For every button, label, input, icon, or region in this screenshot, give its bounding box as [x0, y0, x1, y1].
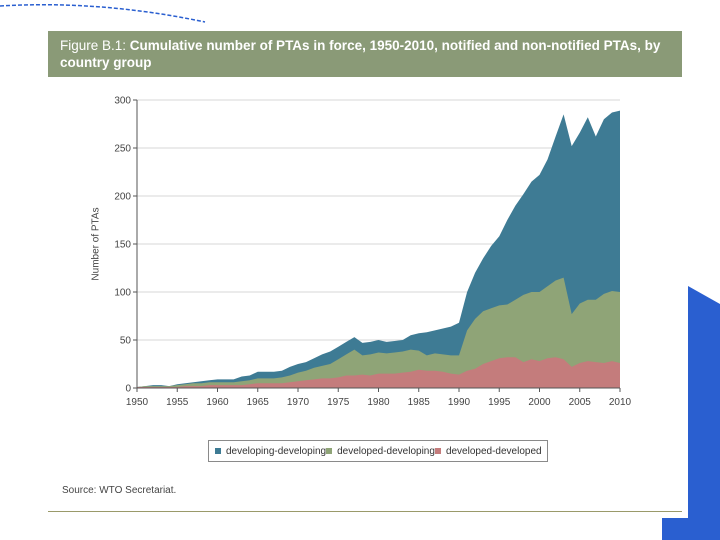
- x-tick-label-1995: 1995: [488, 397, 511, 408]
- legend-label-developed-developing: developed-developing: [337, 445, 435, 457]
- x-tick-label-2010: 2010: [609, 397, 632, 408]
- legend-label-developing-developing: developing-developing: [226, 445, 327, 457]
- x-tick-label-1985: 1985: [408, 397, 431, 408]
- footer-rule: [48, 511, 682, 512]
- chart-legend: developing-developing developed-developi…: [208, 440, 548, 462]
- legend-swatch-developed-developing: [326, 448, 333, 454]
- legend-swatch-developing-developing: [215, 448, 221, 454]
- y-tick-label-200: 200: [114, 192, 131, 203]
- y-tick-label-100: 100: [114, 288, 131, 299]
- y-tick-label-0: 0: [125, 384, 131, 395]
- x-tick-label-1970: 1970: [287, 397, 310, 408]
- x-tick-label-1965: 1965: [247, 397, 270, 408]
- source-note: Source: WTO Secretariat.: [62, 485, 177, 496]
- y-tick-label-300: 300: [114, 96, 131, 107]
- y-tick-label-150: 150: [114, 240, 131, 251]
- legend-swatch-developed-developed: [434, 448, 441, 454]
- y-axis-label: Number of PTAs: [90, 207, 102, 281]
- x-tick-label-1975: 1975: [327, 397, 350, 408]
- figure-title-prefix: Figure B.1:: [60, 38, 127, 53]
- y-tick-label-50: 50: [120, 336, 132, 347]
- legend-label-developed-developed: developed-developed: [445, 445, 542, 457]
- x-tick-label-1960: 1960: [206, 397, 229, 408]
- legend-item-developing-developing: developing-developing: [215, 446, 326, 457]
- area-developed-developed: [137, 357, 620, 388]
- y-tick-label-250: 250: [114, 144, 131, 155]
- x-tick-label-1990: 1990: [448, 397, 471, 408]
- figure-title: Cumulative number of PTAs in force, 1950…: [60, 38, 661, 70]
- x-tick-label-1950: 1950: [126, 397, 149, 408]
- legend-item-developed-developing: developed-developing: [326, 446, 435, 457]
- x-tick-label-1980: 1980: [367, 397, 390, 408]
- x-tick-label-2005: 2005: [569, 397, 592, 408]
- x-tick-label-1955: 1955: [166, 397, 189, 408]
- x-tick-label-2000: 2000: [528, 397, 551, 408]
- figure-title-band: Figure B.1: Cumulative number of PTAs in…: [48, 31, 682, 77]
- legend-item-developed-developed: developed-developed: [434, 445, 542, 457]
